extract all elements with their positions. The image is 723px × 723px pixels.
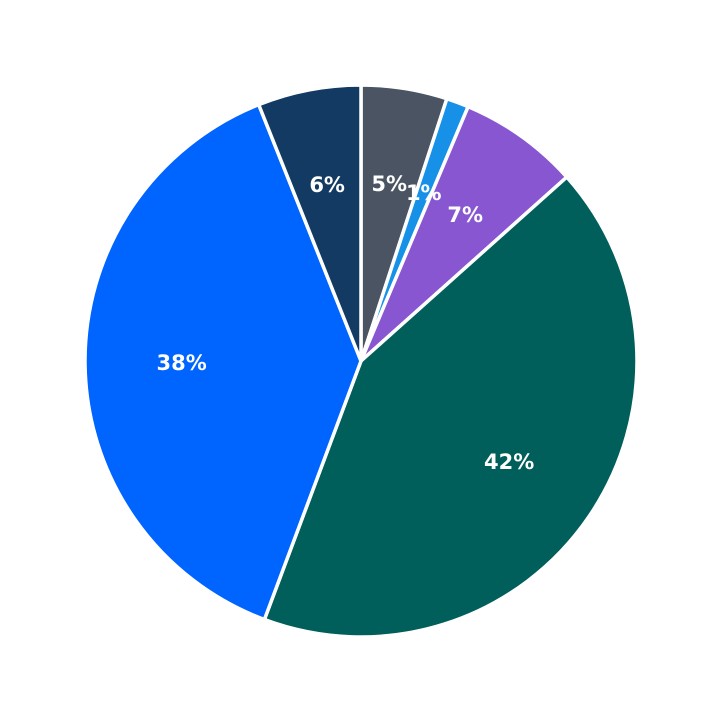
pie-slice-3	[262, 175, 639, 639]
pie-labels: 5%1%7% 42% 38% 6%	[156, 172, 534, 474]
pie-slice-5	[256, 83, 363, 363]
pie-slice-2	[359, 104, 569, 363]
pie-slices	[83, 83, 639, 639]
pie-slice-label-3: 42%	[484, 450, 534, 474]
pie-slice-4	[83, 102, 363, 622]
pie-slice-label-1: 1%	[406, 181, 442, 205]
pie-slice-label-4: 38%	[156, 351, 206, 375]
pie-slice-label-0: 5%	[371, 172, 407, 196]
pie-slice-label-2: 7%	[447, 203, 483, 227]
pie-slice-label-5: 6%	[309, 173, 345, 197]
